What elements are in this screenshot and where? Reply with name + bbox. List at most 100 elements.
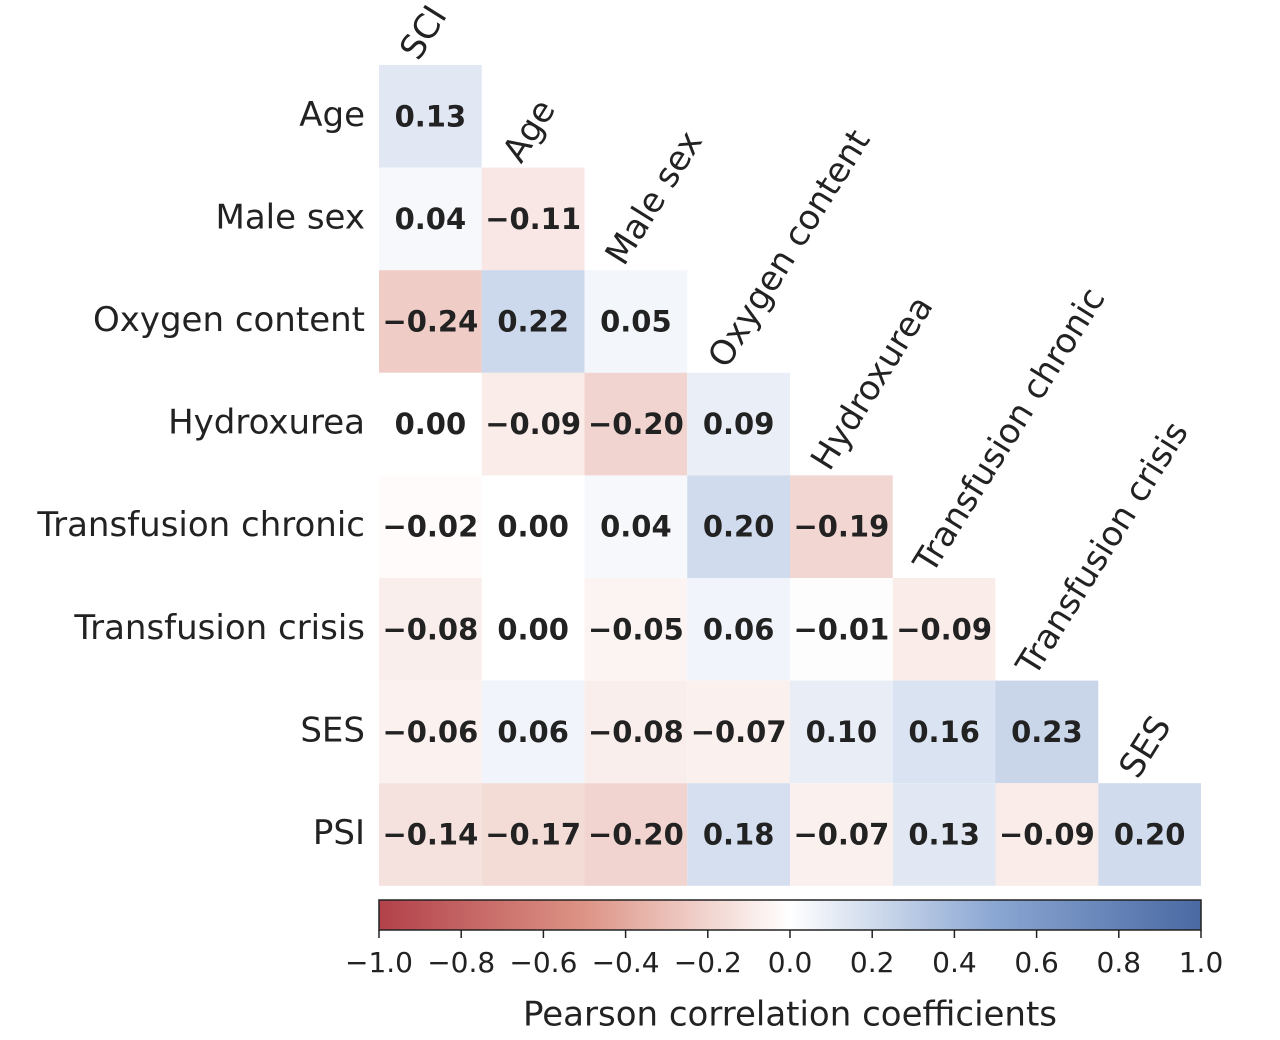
cell-label: −0.09 xyxy=(485,407,581,441)
column-label: SCI xyxy=(392,0,455,67)
cell xyxy=(379,475,482,578)
cell xyxy=(379,578,482,681)
cell-label: −0.08 xyxy=(588,715,684,749)
x-tick-label: −0.2 xyxy=(674,946,742,979)
column-label: Transfusion chronic xyxy=(905,281,1113,581)
cell xyxy=(790,578,893,681)
cell-label: −0.05 xyxy=(588,612,684,646)
cell-label: −0.24 xyxy=(382,305,478,339)
row-label: Age xyxy=(299,95,365,135)
x-tick-label: −0.4 xyxy=(592,946,660,979)
cell xyxy=(687,680,790,784)
cell-label: −0.09 xyxy=(999,818,1095,852)
cell xyxy=(995,680,1099,784)
cell-label: 0.06 xyxy=(703,612,775,646)
cell-label: 0.06 xyxy=(497,715,569,749)
cell xyxy=(481,578,585,681)
cell-label: −0.07 xyxy=(793,818,889,852)
cell-label: 0.05 xyxy=(600,305,672,339)
x-tick-label: 0.4 xyxy=(932,946,977,979)
cell xyxy=(995,783,1099,886)
cell-label: −0.20 xyxy=(588,818,684,852)
cell xyxy=(379,270,482,373)
cell xyxy=(687,578,790,681)
cell-label: 0.23 xyxy=(1011,715,1083,749)
cell-label: 0.00 xyxy=(497,612,569,646)
cell xyxy=(379,65,482,168)
cell xyxy=(790,783,893,886)
cell-label: −0.07 xyxy=(691,715,787,749)
row-label: Hydroxurea xyxy=(168,403,365,443)
cell xyxy=(584,680,688,784)
column-label: Male sex xyxy=(598,124,711,272)
cell-label: 0.09 xyxy=(703,407,775,441)
row-label: SES xyxy=(300,710,365,750)
cell-label: 0.04 xyxy=(600,510,672,544)
cell-label: −0.17 xyxy=(485,818,581,852)
cell xyxy=(379,783,482,886)
cell-label: −0.14 xyxy=(382,818,478,852)
column-label: Transfusion crisis xyxy=(1008,415,1196,684)
cell xyxy=(379,372,482,476)
x-tick-label: −1.0 xyxy=(345,946,413,979)
cell xyxy=(790,475,893,578)
column-label: Age xyxy=(495,92,564,169)
cell xyxy=(481,167,585,271)
cell-label: 0.20 xyxy=(1114,818,1186,852)
cell-label: −0.01 xyxy=(793,612,889,646)
row-label: Oxygen content xyxy=(93,300,365,340)
row-label: Male sex xyxy=(216,197,366,237)
x-tick-label: 0.0 xyxy=(768,946,813,979)
cell-label: −0.09 xyxy=(896,612,992,646)
cell xyxy=(481,475,585,578)
cell xyxy=(892,578,996,681)
cell-label: 0.22 xyxy=(497,305,569,339)
cell-label: 0.13 xyxy=(395,99,467,133)
cell xyxy=(481,783,585,886)
cell xyxy=(584,475,688,578)
cell xyxy=(1098,783,1201,886)
cell xyxy=(892,680,996,784)
cell-label: −0.06 xyxy=(382,715,478,749)
cell-label: 0.00 xyxy=(497,510,569,544)
cell xyxy=(481,680,585,784)
row-label: PSI xyxy=(313,813,365,853)
row-label: Transfusion crisis xyxy=(73,608,365,648)
cell-label: 0.16 xyxy=(908,715,980,749)
cell xyxy=(892,783,996,886)
cell-label: −0.08 xyxy=(382,612,478,646)
cell xyxy=(584,783,688,886)
column-label: SES xyxy=(1111,709,1179,785)
cell xyxy=(687,372,790,476)
cell xyxy=(379,680,482,784)
cell xyxy=(790,680,893,784)
cell-label: 0.04 xyxy=(395,202,467,236)
cell-label: −0.11 xyxy=(485,202,581,236)
x-tick-label: 0.2 xyxy=(850,946,895,979)
cell xyxy=(687,783,790,886)
cell xyxy=(481,372,585,476)
cell-label: 0.20 xyxy=(703,510,775,544)
cell xyxy=(584,372,688,476)
x-tick-label: 1.0 xyxy=(1179,946,1224,979)
x-tick-label: −0.6 xyxy=(509,946,577,979)
cell-label: 0.18 xyxy=(703,818,775,852)
cell xyxy=(379,167,482,271)
cell xyxy=(584,578,688,681)
cell-label: 0.00 xyxy=(395,407,467,441)
colorbar xyxy=(378,899,1202,931)
cell-label: −0.20 xyxy=(588,407,684,441)
column-label: Oxygen content xyxy=(700,123,878,375)
x-tick-label: −0.8 xyxy=(427,946,495,979)
x-tick-label: 0.8 xyxy=(1097,946,1142,979)
cell-label: −0.19 xyxy=(793,510,889,544)
colorbar-title: Pearson correlation coefficients xyxy=(523,995,1057,1035)
cell xyxy=(584,270,688,373)
column-label: Hydroxurea xyxy=(803,289,941,477)
row-label: Transfusion chronic xyxy=(36,505,365,545)
cell-label: 0.10 xyxy=(806,715,878,749)
cell xyxy=(481,270,585,373)
x-tick-label: 0.6 xyxy=(1014,946,1059,979)
cell xyxy=(687,475,790,578)
